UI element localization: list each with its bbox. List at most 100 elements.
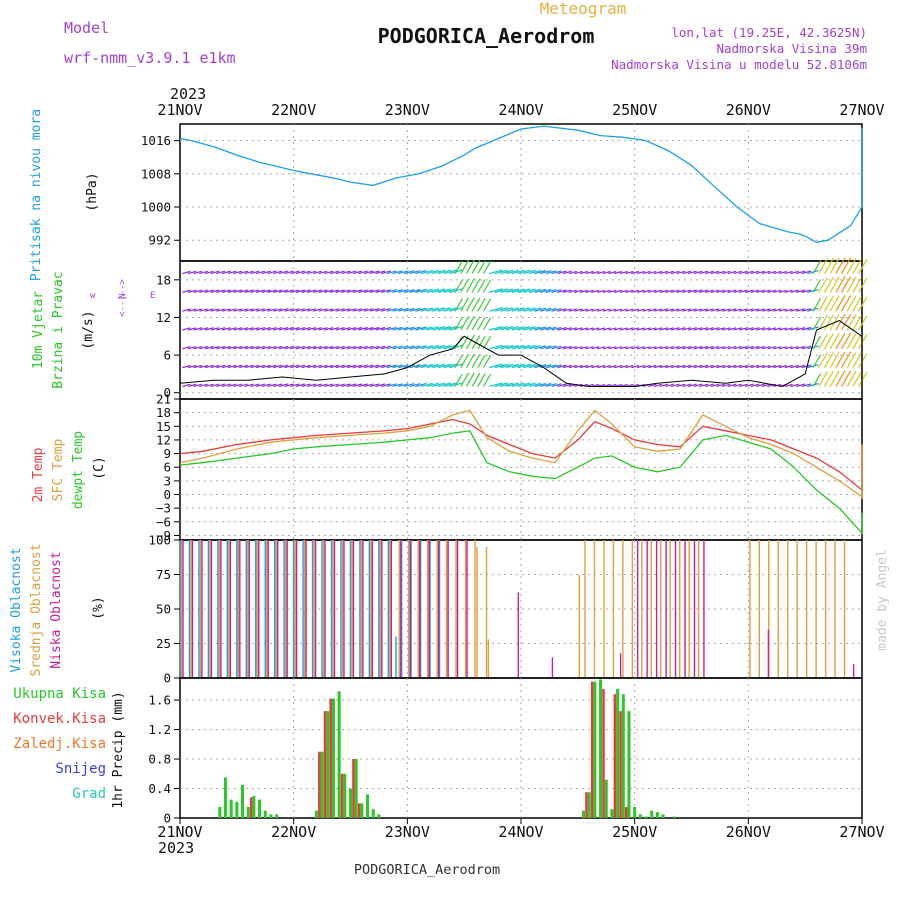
wind-arrow	[341, 289, 351, 293]
convective-precip-bar	[619, 711, 622, 818]
wind-arrow	[489, 344, 503, 350]
wind-arrow	[375, 383, 386, 388]
wind-arrow	[267, 270, 277, 275]
convective-precip-bar	[323, 711, 327, 818]
watermark: made by Angel	[875, 549, 890, 651]
wind-arrow	[579, 308, 589, 312]
bottom-date-axis: 21NOV 22NOV 23NOV 24NOV 25NOV 26NOV 27NOV	[157, 818, 885, 841]
wind-arrow	[227, 270, 237, 275]
wind-arrow	[460, 278, 470, 293]
wind-arrow	[210, 327, 220, 331]
wind-arrow	[335, 289, 345, 293]
wind-arrow	[295, 270, 306, 275]
wind-arrow	[182, 346, 191, 350]
wind-arrow	[585, 289, 594, 293]
bottom-date-label: 23NOV	[385, 823, 430, 841]
wind-arrow	[193, 346, 203, 350]
wind-arrow	[858, 371, 868, 387]
wind-arrow	[665, 289, 674, 293]
wind-arrow	[534, 345, 547, 350]
wind-arrow	[210, 364, 220, 369]
wind-arrow	[307, 327, 317, 331]
wind-arrow	[369, 345, 380, 350]
wind-arrow	[318, 270, 328, 275]
wind-arrow	[489, 382, 503, 388]
sfc-temp-line	[179, 409, 863, 500]
wind-arrow	[562, 308, 572, 312]
wind-arrow	[460, 353, 470, 368]
wind-arrow	[273, 270, 283, 275]
temperature-grid	[180, 399, 862, 540]
wind-arrow	[511, 326, 525, 331]
wind-arrow	[511, 363, 525, 369]
wind-arrow	[557, 345, 567, 350]
total-precip-bar	[246, 806, 250, 818]
wind-arrow	[250, 308, 260, 312]
total-precip-bar	[655, 812, 659, 818]
wind-arrow	[346, 364, 357, 369]
wind-arrow	[443, 288, 457, 293]
y-tick-label: 12	[156, 310, 171, 325]
wind-arrow	[523, 344, 536, 350]
wind-arrow	[602, 327, 611, 331]
wind-arrow	[267, 289, 277, 293]
wind-arrow	[710, 327, 720, 331]
footer-station: PODGORICA_Aerodrom	[354, 862, 500, 878]
total-precip-bar	[377, 814, 381, 818]
wind-arrow	[312, 383, 322, 388]
wind-arrow	[670, 289, 680, 293]
wind-arrow	[801, 345, 812, 350]
wind-arrow	[693, 327, 703, 331]
y-tick-label: 0	[163, 385, 171, 400]
wind-arrow	[568, 364, 578, 369]
wind-arrow	[829, 333, 840, 350]
wind-arrow	[284, 289, 294, 293]
y-tick-label: −9	[156, 528, 171, 543]
wind-arrow	[199, 289, 208, 293]
wind-arrow	[261, 327, 271, 331]
wind-arrow	[324, 308, 334, 312]
wind-arrow	[482, 373, 492, 387]
y-tick-label: 992	[148, 233, 171, 248]
total-precip-bar	[604, 779, 608, 818]
y-tick-label: 15	[156, 419, 171, 434]
wind-arrow	[233, 383, 243, 388]
wind-arrow	[420, 269, 433, 275]
wind-arrow	[665, 308, 674, 312]
wind-arrow	[182, 364, 191, 369]
wind-arrow	[642, 364, 651, 369]
wind-arrow	[375, 326, 386, 331]
wind-arrow	[301, 289, 311, 293]
wind-arrow	[676, 383, 686, 388]
wind-arrow	[562, 270, 572, 275]
total-precip-bar	[349, 788, 352, 818]
precip-legend-item: Konvek.Kisa	[13, 711, 106, 727]
wind-arrow	[465, 259, 475, 274]
total-precip-bar	[343, 773, 347, 818]
wind-arrow	[562, 289, 572, 293]
wind-arrow	[597, 308, 606, 312]
total-precip-bar	[633, 806, 637, 818]
wind-arrow	[420, 307, 433, 312]
wind-arrow	[290, 308, 300, 312]
wind-arrow	[278, 345, 289, 350]
total-precip-bar	[360, 803, 364, 818]
wind-arrow	[648, 308, 657, 312]
total-precip-bar	[644, 816, 648, 818]
wind-arrow	[699, 308, 709, 312]
wind-arrow	[812, 279, 822, 293]
wind-arrow	[489, 269, 503, 275]
wind-arrow	[261, 289, 271, 293]
total-precip-bar	[638, 814, 642, 818]
wind-arrow	[807, 364, 819, 369]
wind-arrow	[852, 371, 862, 387]
wind-arrow	[301, 345, 311, 350]
wind-arrow	[767, 327, 776, 331]
wind-arrow	[767, 289, 776, 293]
wind-arrow	[579, 346, 589, 350]
wind-arrow	[648, 364, 657, 369]
wind-arrow	[216, 383, 226, 388]
wind-arrow	[846, 370, 857, 387]
bottom-year-label: 2023	[158, 839, 194, 857]
